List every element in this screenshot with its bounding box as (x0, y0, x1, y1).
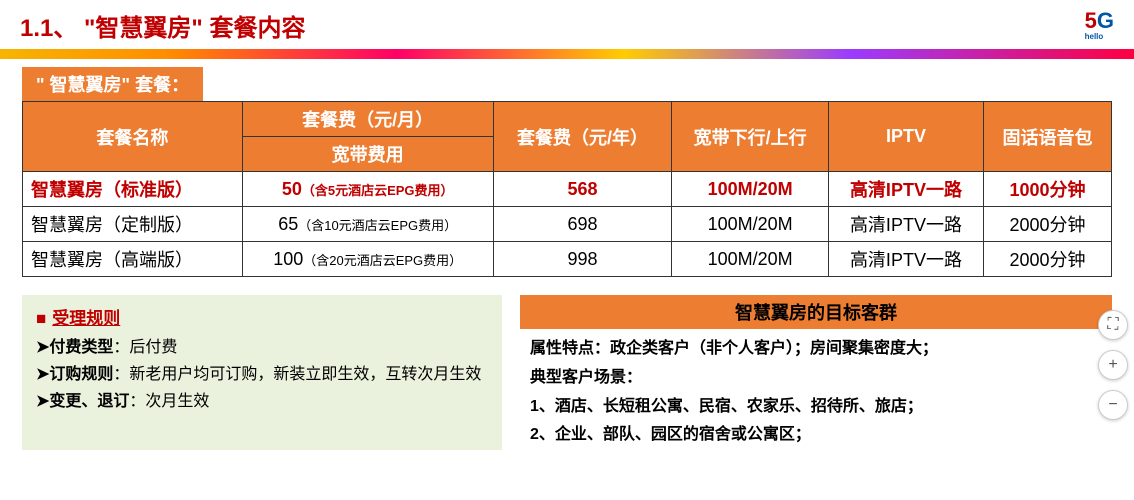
cell-fee-month: 100（含20元酒店云EPG费用） (242, 242, 493, 277)
cell-fee_year: 568 (493, 172, 672, 207)
rules-item: ➤订购规则：新老用户均可订购，新装立即生效，互转次月生效 (36, 361, 488, 388)
zoom-in-button[interactable]: + (1098, 350, 1128, 380)
rules-item-label: 变更、退订 (49, 393, 129, 410)
cell-voice: 1000分钟 (984, 172, 1112, 207)
cell-name: 智慧翼房（高端版） (23, 242, 243, 277)
table-row: 智慧翼房（定制版）65（含10元酒店云EPG费用）698100M/20M高清IP… (23, 207, 1112, 242)
cell-fee_year: 698 (493, 207, 672, 242)
plan-table: 套餐名称 套餐费（元/月） 套餐费（元/年） 宽带下行/上行 IPTV 固话语音… (22, 101, 1112, 277)
rules-title: ■ 受理规则 (36, 305, 488, 334)
cell-name: 智慧翼房（标准版） (23, 172, 243, 207)
side-controls: ⛶ + − (1098, 310, 1128, 420)
cell-bandwidth: 100M/20M (672, 172, 828, 207)
table-row: 智慧翼房（标准版）50（含5元酒店云EPG费用）568100M/20M高清IPT… (23, 172, 1112, 207)
cell-fee_year: 998 (493, 242, 672, 277)
cell-bandwidth: 100M/20M (672, 242, 828, 277)
col-name: 套餐名称 (23, 102, 243, 172)
cell-voice: 2000分钟 (984, 207, 1112, 242)
target-attr: 属性特点：政企类客户（非个人客户）；房间聚集密度大； (530, 335, 1102, 364)
table-row: 智慧翼房（高端版）100（含20元酒店云EPG费用）998100M/20M高清I… (23, 242, 1112, 277)
cell-name: 智慧翼房（定制版） (23, 207, 243, 242)
logo-5g: 5G hello (1085, 8, 1114, 40)
section-tab: " 智慧翼房" 套餐： (22, 67, 203, 101)
rules-box: ■受理规则 ➤付费类型：后付费➤订购规则：新老用户均可订购，新装立即生效，互转次… (22, 295, 502, 450)
target-header: 智慧翼房的目标客群 (520, 295, 1112, 329)
cell-fee-month: 65（含10元酒店云EPG费用） (242, 207, 493, 242)
rules-item: ➤变更、退订：次月生效 (36, 388, 488, 415)
cell-voice: 2000分钟 (984, 242, 1112, 277)
cell-iptv: 高清IPTV一路 (828, 242, 983, 277)
square-bullet-icon: ■ (36, 309, 46, 328)
col-iptv: IPTV (828, 102, 983, 172)
cell-bandwidth: 100M/20M (672, 207, 828, 242)
cell-fee-month: 50（含5元酒店云EPG费用） (242, 172, 493, 207)
col-bandwidth: 宽带下行/上行 (672, 102, 828, 172)
cell-iptv: 高清IPTV一路 (828, 207, 983, 242)
target-scene-label: 典型客户场景： (530, 364, 1102, 393)
logo-5: 5 (1085, 8, 1097, 33)
target-box: 智慧翼房的目标客群 属性特点：政企类客户（非个人客户）；房间聚集密度大； 典型客… (520, 295, 1112, 450)
rules-title-text: 受理规则 (52, 309, 120, 328)
col-voice: 固话语音包 (984, 102, 1112, 172)
rules-item-text: ：次月生效 (129, 393, 209, 410)
logo-sub: hello (1085, 34, 1114, 40)
rules-item-label: 订购规则 (49, 366, 113, 383)
decorative-color-bar (0, 49, 1134, 59)
fullscreen-icon[interactable]: ⛶ (1098, 310, 1128, 340)
chevron-right-icon: ➤ (36, 366, 49, 383)
zoom-out-button[interactable]: − (1098, 390, 1128, 420)
col-fee-month-group: 套餐费（元/月） (242, 102, 493, 137)
cell-iptv: 高清IPTV一路 (828, 172, 983, 207)
target-scene: 2、企业、部队、园区的宿舍或公寓区； (530, 421, 1102, 450)
rules-item: ➤付费类型：后付费 (36, 334, 488, 361)
rules-item-text: ：新老用户均可订购，新装立即生效，互转次月生效 (113, 366, 481, 383)
col-fee-month-sub: 宽带费用 (242, 137, 493, 172)
page-title: 1.1、 "智慧翼房" 套餐内容 (0, 0, 1134, 49)
chevron-right-icon: ➤ (36, 339, 49, 356)
col-fee-year: 套餐费（元/年） (493, 102, 672, 172)
logo-g: G (1097, 8, 1114, 33)
rules-item-text: ：后付费 (113, 339, 177, 356)
chevron-right-icon: ➤ (36, 393, 49, 410)
rules-item-label: 付费类型 (49, 339, 113, 356)
target-scene: 1、酒店、长短租公寓、民宿、农家乐、招待所、旅店； (530, 393, 1102, 422)
